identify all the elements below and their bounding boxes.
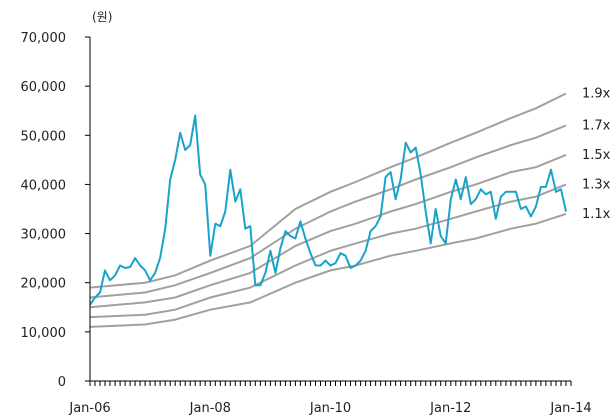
band-label-1-3x: 1.3x (582, 177, 611, 192)
y-axis-unit-label: (원) (92, 10, 112, 24)
x-tick-label: Jan-08 (189, 401, 231, 416)
y-tick-label: 60,000 (21, 80, 67, 95)
x-tick-label: Jan-12 (429, 401, 471, 416)
y-tick-label: 0 (58, 375, 66, 390)
y-tick-label: 30,000 (21, 228, 67, 243)
band-labels: 1.9x 1.7x 1.5x 1.3x 1.1x (582, 87, 611, 222)
band-label-1-5x: 1.5x (582, 148, 611, 163)
y-tick-label: 10,000 (21, 326, 67, 341)
band-label-1-9x: 1.9x (582, 87, 611, 102)
y-tick-label: 70,000 (21, 31, 67, 46)
x-tick-label: Jan-14 (549, 401, 591, 416)
y-tick-label: 40,000 (21, 178, 67, 193)
band-line-1-5x (89, 153, 567, 309)
x-tick-label: Jan-10 (309, 401, 351, 416)
price-line (89, 114, 567, 306)
y-tick-label: 50,000 (21, 129, 67, 144)
band-label-1-7x: 1.7x (582, 119, 611, 134)
band-line-1-1x (89, 212, 567, 328)
band-label-1-1x: 1.1x (582, 207, 611, 222)
x-axis-ticks: Jan-06 Jan-08 Jan-10 Jan-12 Jan-14 (68, 381, 592, 416)
price-series (89, 114, 567, 306)
band-line-1-7x (89, 124, 567, 299)
x-tick-label: Jan-06 (68, 401, 110, 416)
y-tick-label: 20,000 (21, 277, 67, 292)
band-line-1-9x (89, 92, 567, 289)
y-axis-ticks: 0 10,000 20,000 30,000 40,000 50,000 60,000 70,… (21, 31, 90, 390)
